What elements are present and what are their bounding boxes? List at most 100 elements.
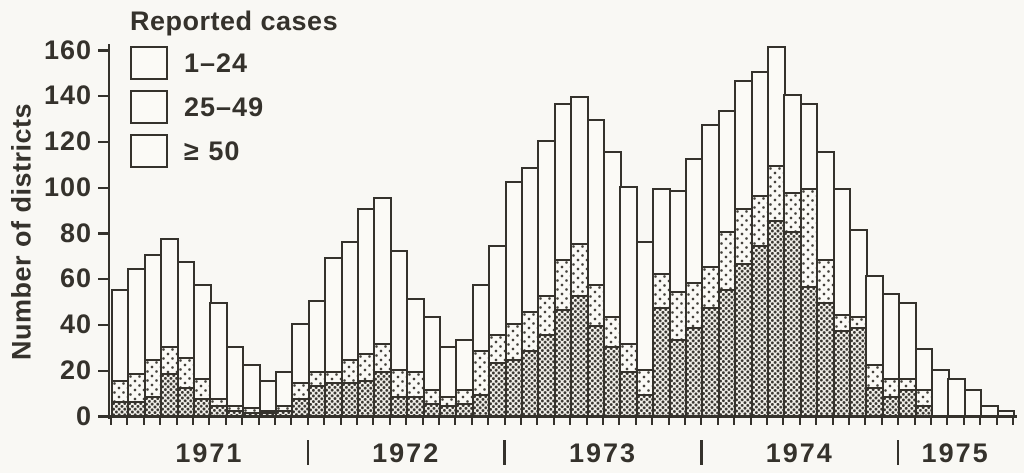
x-axis-month-tick xyxy=(749,417,752,425)
segment-ge-50 xyxy=(490,361,505,417)
segment-ge-50 xyxy=(834,329,850,417)
segment-ge-50 xyxy=(736,263,751,417)
x-axis-month-tick xyxy=(274,417,276,425)
y-axis-tick-label: 20 xyxy=(59,354,92,385)
segment-ge-50 xyxy=(572,295,587,417)
segment-ge-50 xyxy=(818,302,833,417)
x-axis-year-label: 1972 xyxy=(372,438,441,468)
y-axis-tick-label: 40 xyxy=(59,309,92,339)
bar-1973-m4 xyxy=(553,103,573,417)
x-axis-month-tick xyxy=(1012,417,1014,425)
x-axis-month-tick xyxy=(421,417,424,425)
year-divider xyxy=(503,440,506,465)
x-axis-month-tick xyxy=(602,417,604,425)
x-axis-month-tick xyxy=(766,417,768,425)
x-axis-month-tick xyxy=(356,417,358,425)
x-axis-month-tick xyxy=(520,417,522,425)
y-axis-tick-label: 140 xyxy=(43,80,92,111)
segment-ge-50 xyxy=(719,288,735,417)
x-axis-month-tick xyxy=(536,417,539,425)
x-axis-month-tick xyxy=(716,417,719,425)
segment-ge-50 xyxy=(195,398,210,417)
segment-ge-50 xyxy=(113,400,128,417)
segment-ge-50 xyxy=(687,327,702,417)
x-axis-month-tick xyxy=(306,417,309,425)
x-axis-month-tick xyxy=(634,417,637,425)
x-axis-month-tick xyxy=(257,417,260,425)
bar-1975-m5 xyxy=(963,389,983,417)
x-axis-year-label: 1971 xyxy=(175,438,244,468)
bar-1971-m2 xyxy=(127,267,146,417)
year-divider xyxy=(700,440,703,465)
y-axis-tick xyxy=(98,186,108,189)
segment-ge-50 xyxy=(145,396,161,417)
x-axis-month-tick xyxy=(995,417,998,425)
y-axis-tick xyxy=(98,415,108,418)
x-axis-month-tick xyxy=(241,417,244,425)
bar-1975-m7 xyxy=(996,409,1016,417)
bar-1974-m4 xyxy=(750,71,770,417)
segment-ge-50 xyxy=(670,338,686,417)
segment-ge-50 xyxy=(260,412,276,417)
x-axis-month-tick xyxy=(110,417,112,425)
y-axis-tick xyxy=(98,95,108,98)
segment-ge-50 xyxy=(621,370,636,417)
x-axis-month-tick xyxy=(126,417,129,425)
segment-ge-50 xyxy=(391,396,407,417)
y-axis-tick-label: 100 xyxy=(43,171,92,202)
x-axis-month-tick xyxy=(733,417,736,425)
x-axis-month-tick xyxy=(651,417,654,425)
legend-item: ≥ 50 xyxy=(130,133,338,169)
bar-1971-m12 xyxy=(291,322,310,417)
segment-ge-50 xyxy=(867,386,882,417)
year-divider xyxy=(896,440,900,465)
segment-ge-50 xyxy=(375,370,390,417)
segment-ge-50 xyxy=(883,396,899,417)
bar-1971-m4 xyxy=(160,238,179,417)
x-axis-month-tick xyxy=(848,417,850,425)
bar-1972-m6 xyxy=(389,249,409,417)
y-axis-tick xyxy=(98,49,108,52)
bar-1974-m9 xyxy=(832,187,852,417)
x-axis-month-tick xyxy=(159,417,162,425)
y-axis-tick-label: 160 xyxy=(43,34,92,65)
bar-1974-m10 xyxy=(849,229,868,417)
x-axis-month-tick xyxy=(798,417,801,425)
segment-ge-50 xyxy=(801,286,817,417)
segment-ge-50 xyxy=(473,393,489,417)
segment-ge-50 xyxy=(539,334,554,417)
segment-ge-50 xyxy=(769,219,784,417)
x-axis-month-tick xyxy=(897,417,900,425)
segment-ge-50 xyxy=(900,389,915,417)
bar-1973-m10 xyxy=(652,187,671,417)
legend-swatch-plain xyxy=(130,46,168,80)
bar-1974-m5 xyxy=(767,46,786,417)
x-axis-month-tick xyxy=(782,417,785,425)
segment-ge-50 xyxy=(457,402,472,417)
x-axis-month-tick xyxy=(618,417,621,425)
x-axis-month-tick xyxy=(503,417,506,425)
bar-1971-m1 xyxy=(111,288,130,417)
segment-ge-50 xyxy=(555,309,571,417)
legend-item-label: 25–49 xyxy=(184,91,265,122)
segment-ge-50 xyxy=(916,405,932,417)
x-axis-year-label: 1974 xyxy=(765,438,834,468)
x-axis-month-tick xyxy=(192,417,194,425)
segment-ge-50 xyxy=(752,245,768,417)
segment-ge-50 xyxy=(506,359,522,417)
x-axis-month-tick xyxy=(208,417,211,425)
x-axis-month-tick xyxy=(323,417,326,425)
legend-item: 25–49 xyxy=(130,89,338,125)
legend-title: Reported cases xyxy=(130,6,339,36)
y-axis-tick xyxy=(98,278,108,281)
bar-1972-m8 xyxy=(422,315,442,417)
legend-item-label: ≥ 50 xyxy=(184,135,241,166)
segment-ge-50 xyxy=(703,306,718,417)
legend: Reported cases 1–24 25–49 ≥ 50 xyxy=(130,6,338,169)
x-axis-month-tick xyxy=(405,417,408,425)
bar-1974-m6 xyxy=(783,94,802,417)
bar-1972-m11 xyxy=(471,283,491,417)
x-axis-month-tick xyxy=(175,417,178,425)
x-axis-month-tick xyxy=(930,417,932,425)
